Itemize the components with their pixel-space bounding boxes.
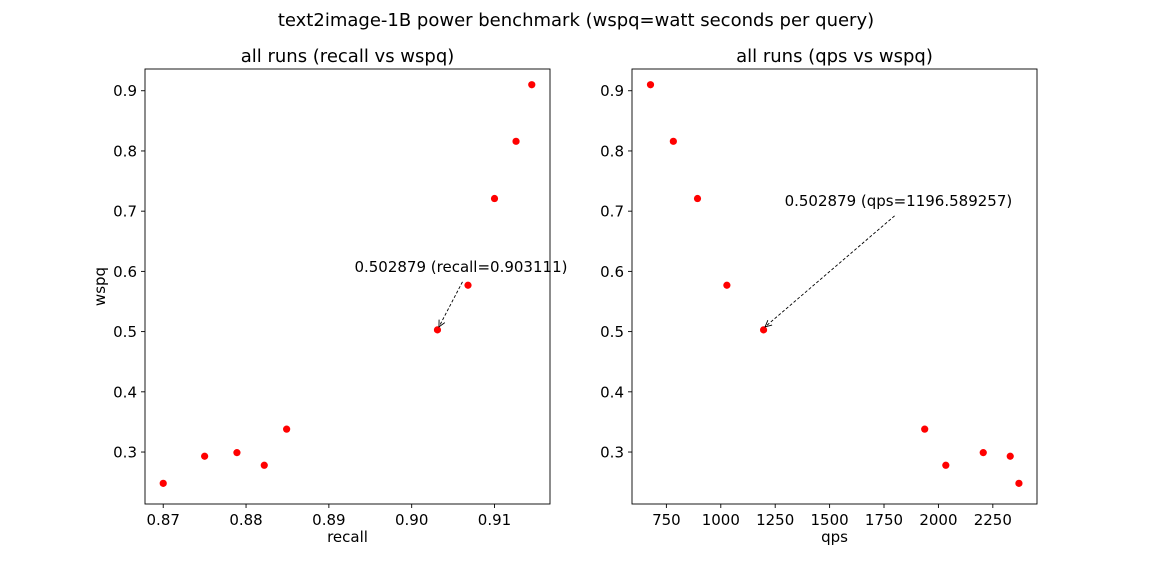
chart0-ylabel: wspq bbox=[91, 267, 109, 306]
chart1-data-point bbox=[1015, 479, 1023, 487]
chart1-ytick-label: 0.7 bbox=[600, 203, 624, 221]
chart1-data-point bbox=[646, 81, 655, 89]
chart0-data-point bbox=[201, 452, 209, 460]
figure-suptitle: text2image-1B power benchmark (wspq=watt… bbox=[278, 10, 874, 31]
chart1-axes-frame bbox=[631, 68, 1038, 505]
chart0-annotation-label: 0.502879 (recall=0.903111) bbox=[354, 258, 567, 276]
chart0-annotation-arrow bbox=[439, 281, 463, 327]
chart1-data-point bbox=[669, 137, 677, 145]
chart0-data-point bbox=[464, 281, 472, 289]
chart0-data-point bbox=[260, 461, 268, 469]
chart1-ytick-label: 0.8 bbox=[600, 142, 624, 160]
chart1-annotation-arrow bbox=[765, 215, 895, 327]
chart0-ytick-label: 0.6 bbox=[113, 263, 137, 281]
chart1-data-point bbox=[1006, 452, 1014, 460]
chart1-data-point bbox=[693, 194, 702, 203]
panel-recall-vs-wspq: all runs (recall vs wspq) 0.87 0.88 0.89 0.9… bbox=[91, 46, 567, 546]
chart1-xtick-label: 1750 bbox=[865, 511, 903, 529]
chart0-data-point bbox=[512, 137, 520, 145]
chart0-data-point bbox=[233, 449, 241, 457]
chart0-data-point bbox=[528, 81, 536, 89]
chart0-xtick-label: 0.91 bbox=[478, 511, 511, 529]
chart1-xtick-label: 2250 bbox=[974, 511, 1012, 529]
chart1-data-point bbox=[759, 326, 768, 334]
chart1-ytick-label: 0.9 bbox=[600, 82, 624, 100]
chart0-ytick-label: 0.7 bbox=[113, 203, 137, 221]
chart1-ytick-label: 0.3 bbox=[600, 444, 624, 462]
chart1-data-point bbox=[979, 449, 987, 457]
chart1-xlabel: qps bbox=[821, 528, 848, 546]
chart0-data-point bbox=[490, 194, 499, 203]
chart0-title: all runs (recall vs wspq) bbox=[241, 46, 455, 67]
chart1-ytick-label: 0.6 bbox=[600, 263, 624, 281]
chart1-ytick-label: 0.5 bbox=[600, 323, 624, 341]
chart0-ytick-label: 0.9 bbox=[113, 82, 137, 100]
chart0-axes-frame bbox=[144, 68, 551, 505]
chart0-xtick-label: 0.89 bbox=[312, 511, 345, 529]
chart1-ytick-label: 0.4 bbox=[600, 383, 624, 401]
chart0-xtick-label: 0.88 bbox=[229, 511, 262, 529]
chart1-data-point bbox=[723, 281, 731, 289]
chart1-xtick-label: 1250 bbox=[756, 511, 794, 529]
chart0-xlabel: recall bbox=[327, 528, 368, 546]
chart0-ytick-label: 0.5 bbox=[113, 323, 137, 341]
chart0-xtick-label: 0.87 bbox=[147, 511, 180, 529]
chart1-xtick-label: 750 bbox=[652, 511, 681, 529]
chart0-ytick-label: 0.8 bbox=[113, 142, 137, 160]
chart0-data-point bbox=[159, 479, 167, 487]
chart1-title: all runs (qps vs wspq) bbox=[736, 46, 933, 67]
chart1-data-point bbox=[942, 461, 950, 469]
chart0-xtick-label: 0.90 bbox=[395, 511, 428, 529]
chart0-data-point bbox=[433, 326, 442, 334]
chart0-ytick-label: 0.3 bbox=[113, 444, 137, 462]
chart0-data-point bbox=[283, 425, 291, 433]
chart1-xtick-label: 1500 bbox=[811, 511, 849, 529]
chart1-annotation-label: 0.502879 (qps=1196.589257) bbox=[785, 192, 1013, 210]
chart0-ytick-label: 0.4 bbox=[113, 383, 137, 401]
chart1-data-point bbox=[921, 425, 929, 433]
chart1-xtick-label: 1000 bbox=[702, 511, 740, 529]
panel-qps-vs-wspq: all runs (qps vs wspq) 750 1000 1250 1500 175… bbox=[600, 46, 1038, 546]
chart1-xtick-label: 2000 bbox=[919, 511, 957, 529]
